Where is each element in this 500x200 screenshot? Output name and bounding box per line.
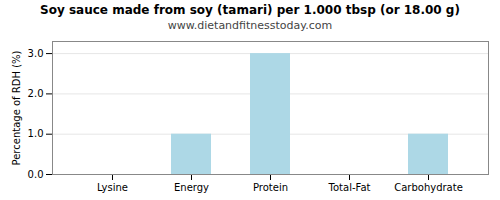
svg-text:Carbohydrate: Carbohydrate: [394, 182, 463, 193]
svg-text:0.0: 0.0: [28, 169, 44, 180]
svg-text:Lysine: Lysine: [97, 182, 128, 193]
html-text:Soy sauce made from soy (tamar: Soy sauce made from soy (tamari) per 1.0…: [40, 3, 460, 17]
svg-text:2.0: 2.0: [28, 88, 44, 99]
svg-text:Energy: Energy: [174, 182, 209, 193]
svg-text:Percentage of RDH (%): Percentage of RDH (%): [11, 50, 22, 165]
html-text:www.dietandfitnesstoday.com: www.dietandfitnesstoday.com: [167, 19, 333, 32]
svg-text:1.0: 1.0: [28, 128, 44, 139]
svg-text:Total-Fat: Total-Fat: [328, 182, 371, 193]
svg-text:3.0: 3.0: [28, 48, 44, 59]
svg-text:Protein: Protein: [253, 182, 288, 193]
